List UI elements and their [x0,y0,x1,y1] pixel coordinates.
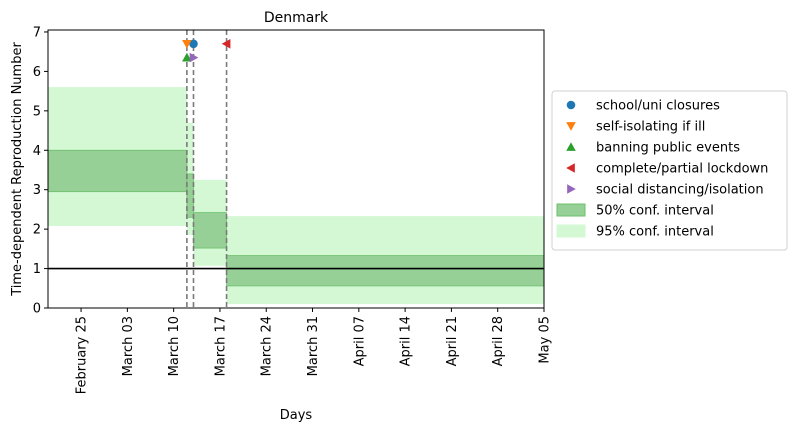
y-tick-label: 0 [33,302,41,317]
legend-label-0: school/uni closures [596,99,720,114]
y-tick-label: 6 [33,65,41,80]
plot-frame [47,29,545,309]
y-tick-label: 2 [33,223,41,238]
legend-marker-2 [566,142,576,151]
legend-label-ci50: 50% conf. interval [596,204,714,219]
legend-label-1: self-isolating if ill [596,120,705,135]
ci50-band-3 [226,255,544,287]
y-tick-label: 5 [33,104,41,119]
x-tick-label: May 05 [538,316,553,364]
x-tick-label: March 31 [306,316,321,376]
intervention-marker-4 [189,52,199,63]
x-tick-label: March 24 [260,316,275,376]
legend-marker-0 [566,100,576,110]
y-axis: 0 1 2 3 4 5 6 7 [33,25,48,317]
x-tick-label: April 07 [352,316,367,366]
legend-marker-3 [566,163,575,173]
x-tick-label: February 25 [75,316,90,394]
intervention-marker-0 [189,39,198,49]
intervention-marker-1 [182,39,192,49]
legend-swatch-ci95 [556,224,586,238]
legend-label-3: complete/partial lockdown [596,162,768,177]
legend: school/uni closures self-isolating if ill… [551,90,788,251]
ci50-band-0 [48,149,188,193]
legend-label-2: banning public events [596,141,740,156]
x-tick-label: March 17 [213,316,228,376]
legend-marker-1 [566,122,576,131]
chart-title: Denmark [264,10,329,26]
x-axis: February 25 March 03 March 10 March 17 March… [75,308,553,394]
x-tick-label: April 28 [491,316,506,366]
ci50-band-2 [193,212,227,249]
plot-area [47,29,545,309]
ci50-band-1 [186,173,194,218]
intervention-marker-3 [221,39,231,49]
legend-box [551,90,788,251]
plot-content [48,30,544,308]
y-tick-label: 7 [33,25,41,40]
intervention-marker-2 [182,52,192,62]
x-tick-label: April 21 [445,316,460,366]
x-axis-label: Days [280,408,313,423]
y-axis-label: Time-dependent Reproduction Number [10,42,25,297]
legend-marker-4 [567,184,576,194]
legend-label-ci95: 95% conf. interval [596,225,714,240]
x-tick-label: March 03 [121,316,136,376]
x-tick-label: April 14 [399,316,414,366]
y-tick-label: 1 [33,262,41,277]
y-tick-label: 3 [33,183,41,198]
x-tick-label: March 10 [167,316,182,376]
y-tick-label: 4 [33,144,41,159]
legend-swatch-ci50 [556,203,586,217]
legend-label-4: social distancing/isolation [596,183,764,198]
